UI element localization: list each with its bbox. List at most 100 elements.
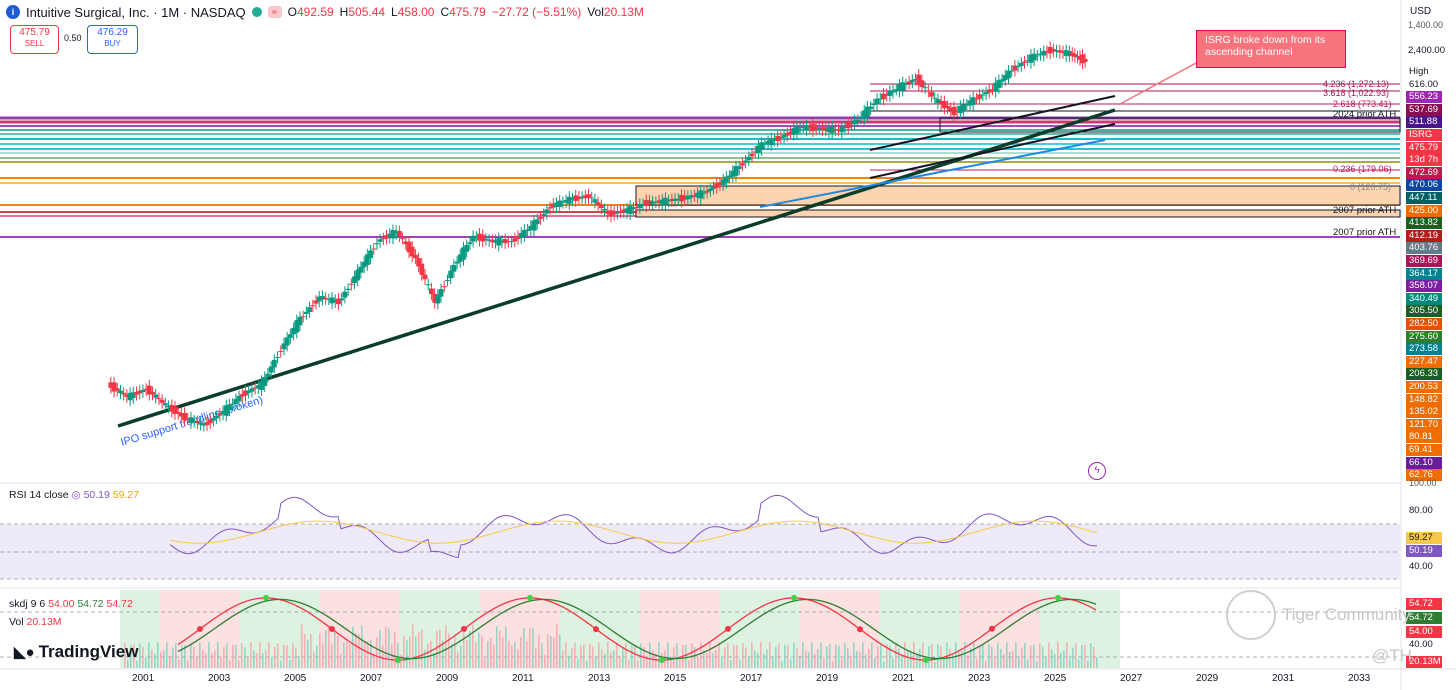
currency-label[interactable]: USD: [1410, 6, 1432, 17]
callout-pointer: [1119, 61, 1199, 105]
volume-bar: [838, 645, 840, 668]
price-label: 206.33: [1406, 368, 1442, 381]
volume-bar: [415, 636, 417, 668]
buy-button[interactable]: 476.29 BUY: [87, 25, 138, 54]
tradingview-logo[interactable]: ◣● TradingView: [14, 642, 138, 662]
kdj-legend[interactable]: skdj 9 6 54.00 54.72 54.72: [9, 598, 133, 610]
volume-bar: [337, 634, 339, 668]
candle-body: [467, 242, 473, 245]
candle-body: [454, 261, 460, 264]
volume-bar: [418, 632, 420, 668]
volume-bar: [457, 651, 459, 668]
volume-bar: [709, 642, 711, 668]
volume-bar: [481, 635, 483, 668]
volume-bar: [382, 644, 384, 668]
rsi-ma-tag: 59.27: [1406, 532, 1442, 544]
volume-bar: [148, 642, 150, 668]
breakdown-callout[interactable]: ISRG broke down from its ascending chann…: [1196, 30, 1346, 68]
price-label: 475.79: [1406, 141, 1442, 154]
candle-body: [326, 299, 332, 301]
volume-bar: [409, 636, 411, 668]
candle-body: [881, 93, 886, 100]
candle-body: [832, 129, 838, 131]
candle-body: [525, 229, 531, 232]
volume-bar: [856, 651, 858, 668]
candle-body: [903, 83, 909, 85]
watermark-handle: @TH: [1372, 646, 1412, 665]
candle-body: [685, 195, 691, 200]
rsi-settings-icon[interactable]: ◎: [71, 489, 81, 501]
alert-icon[interactable]: ϟ: [1088, 462, 1106, 480]
volume-bar: [679, 660, 681, 668]
candle-body: [932, 97, 938, 99]
candle-body: [406, 241, 412, 253]
candle-body: [730, 170, 736, 177]
candle-body: [400, 238, 405, 240]
compare-icon[interactable]: ≈: [267, 6, 282, 18]
volume-bar: [493, 644, 495, 668]
volume-bar: [421, 629, 423, 668]
buy-label: BUY: [104, 39, 121, 48]
price-label: 413.82: [1406, 217, 1442, 230]
symbol-title[interactable]: Intuitive Surgical, Inc. · 1M · NASDAQ: [26, 4, 246, 20]
sell-button[interactable]: 475.79 SELL: [10, 25, 59, 54]
rsi-legend[interactable]: RSI 14 close ◎ 50.19 59.27: [9, 489, 139, 501]
volume-bar: [784, 644, 786, 668]
volume-bar: [805, 650, 807, 668]
volume-bar: [376, 637, 378, 668]
candle-body: [736, 166, 742, 170]
candle-body: [313, 300, 319, 304]
volume-bar: [811, 642, 813, 668]
volume-bar: [601, 649, 603, 668]
candle-body: [1009, 70, 1015, 72]
prior-ath-2007-label-b: 2007 prior ATH: [1333, 227, 1397, 238]
volume-bar: [196, 656, 198, 668]
candle-body: [435, 294, 441, 304]
candle-body: [550, 203, 556, 208]
candle-body: [345, 288, 351, 291]
volume-bar: [286, 645, 288, 668]
candle-body: [1002, 75, 1008, 80]
volume-bar: [769, 642, 771, 668]
volume-bar: [970, 648, 972, 668]
volume-bar: [505, 626, 507, 668]
kdj-bg-band: [1080, 590, 1120, 668]
volume-bar: [514, 641, 516, 668]
candle-body: [1082, 58, 1088, 63]
volume-bar: [616, 642, 618, 668]
candle-body: [900, 82, 906, 91]
time-tick-label: 2031: [1272, 673, 1295, 684]
candle-body: [121, 392, 127, 395]
volume-legend-value: 20.13M: [26, 616, 62, 628]
volume-bar: [487, 641, 489, 668]
candle-body: [672, 198, 678, 201]
volume-bar: [748, 656, 750, 668]
volume-legend[interactable]: Vol 20.13M: [9, 616, 62, 628]
volume-bar: [565, 642, 567, 668]
volume-bar: [208, 642, 210, 668]
candle-body: [797, 127, 803, 129]
price-label: 66.10: [1406, 456, 1442, 469]
volume-bar: [751, 642, 753, 668]
volume-bar: [244, 647, 246, 668]
volume-bar: [268, 642, 270, 668]
candle-body: [986, 89, 992, 93]
volume-bar: [532, 627, 534, 668]
candle-body: [906, 81, 912, 84]
volume-bar: [1000, 648, 1002, 668]
candle-body: [711, 186, 716, 189]
candle-body: [816, 127, 822, 130]
volume-bar: [298, 656, 300, 668]
candle-body: [185, 418, 191, 420]
candle-body: [845, 122, 851, 129]
candle-body: [342, 291, 348, 298]
volume-bar: [976, 658, 978, 668]
sell-label: SELL: [24, 39, 45, 48]
volume-bar: [430, 640, 432, 668]
volume-bar: [313, 651, 315, 668]
time-tick-label: 2005: [284, 673, 307, 684]
candle-body: [595, 202, 601, 205]
candle-body: [749, 153, 755, 157]
candle-body: [361, 261, 367, 268]
